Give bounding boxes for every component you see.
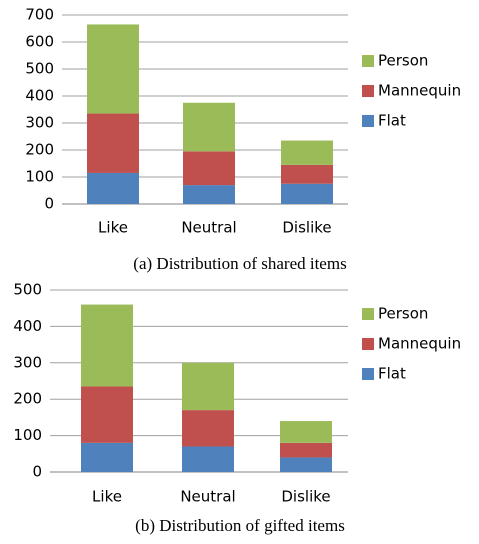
- legend-label: Mannequin: [378, 335, 461, 353]
- y-tick-label: 400: [25, 87, 54, 105]
- y-tick-label: 500: [25, 60, 54, 78]
- x-tick-label: Neutral: [181, 219, 236, 237]
- y-tick-label: 0: [32, 463, 42, 481]
- y-tick-label: 700: [25, 6, 54, 24]
- legend-label: Flat: [378, 365, 406, 383]
- legend-swatch: [362, 368, 374, 380]
- bar-segment: [183, 185, 235, 204]
- bar-segment: [182, 410, 234, 447]
- bar-segment: [280, 442, 332, 458]
- legend-label: Person: [378, 52, 428, 70]
- bar-segment: [280, 421, 332, 443]
- legend-swatch: [362, 338, 374, 350]
- y-tick-label: 200: [25, 141, 54, 159]
- bar-segment: [183, 151, 235, 186]
- bar-segment: [281, 140, 333, 165]
- caption: (b) Distribution of gifted items: [135, 516, 345, 535]
- y-tick-label: 300: [25, 114, 54, 132]
- bar-segment: [81, 442, 133, 472]
- y-tick-label: 200: [13, 390, 42, 408]
- x-tick-label: Dislike: [282, 219, 331, 237]
- x-tick-label: Dislike: [281, 488, 330, 506]
- y-tick-label: 600: [25, 33, 54, 51]
- y-tick-label: 300: [13, 353, 42, 371]
- legend-swatch: [362, 115, 374, 127]
- x-tick-label: Neutral: [180, 488, 235, 506]
- legend-swatch: [362, 308, 374, 320]
- bar-segment: [87, 24, 139, 114]
- y-tick-label: 500: [13, 281, 42, 299]
- bar-segment: [87, 113, 139, 173]
- x-tick-label: Like: [92, 488, 122, 506]
- bar-segment: [182, 362, 234, 411]
- bar-segment: [81, 304, 133, 387]
- bar-segment: [183, 102, 235, 152]
- bar-segment: [87, 172, 139, 204]
- caption: (a) Distribution of shared items: [133, 254, 346, 273]
- bar-segment: [280, 457, 332, 472]
- y-tick-label: 100: [13, 426, 42, 444]
- x-tick-label: Like: [98, 219, 128, 237]
- bar-segment: [81, 386, 133, 443]
- y-tick-label: 100: [25, 168, 54, 186]
- legend-swatch: [362, 85, 374, 97]
- legend-label: Flat: [378, 112, 406, 130]
- legend-label: Person: [378, 305, 428, 323]
- bar-segment: [281, 183, 333, 204]
- bar-segment: [182, 446, 234, 472]
- y-tick-label: 400: [13, 317, 42, 335]
- y-tick-label: 0: [44, 195, 54, 213]
- bar-segment: [281, 164, 333, 184]
- legend-swatch: [362, 55, 374, 67]
- legend-label: Mannequin: [378, 82, 461, 100]
